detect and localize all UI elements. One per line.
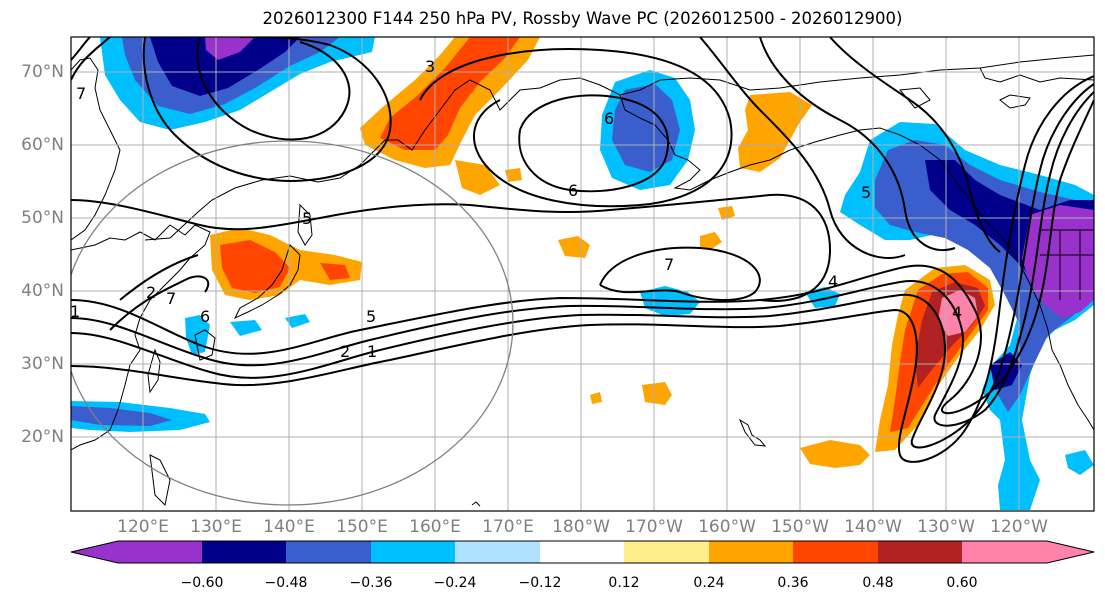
contour-label: 4 — [952, 303, 962, 322]
colorbar-segment — [202, 541, 286, 563]
lon-label: 160°E — [409, 517, 461, 537]
colorbar-segment — [624, 541, 709, 563]
colorbar-segment — [540, 541, 624, 563]
negative-anomaly-siberia — [100, 37, 375, 130]
colorbar-outline — [70, 540, 1095, 564]
lon-label: 180°W — [552, 517, 610, 537]
colorbar-segment — [878, 541, 962, 563]
colorbar-tick: 0.24 — [693, 575, 725, 591]
colorbar-segment — [709, 541, 793, 563]
lon-label: 120°E — [117, 517, 169, 537]
colorbar-tick: 0.60 — [946, 575, 978, 591]
coastlines — [71, 54, 1094, 507]
contour-label: 2 — [146, 283, 156, 302]
colorbar-segment — [455, 541, 540, 563]
lon-label: 150°E — [336, 517, 388, 537]
lon-label: 130°W — [917, 517, 975, 537]
colorbar — [70, 540, 1095, 564]
colorbar-extend-low — [71, 541, 118, 563]
lat-label: 70°N — [21, 62, 64, 82]
lon-label: 160°W — [698, 517, 756, 537]
colorbar-segment — [118, 541, 202, 563]
lat-label: 30°N — [21, 354, 64, 374]
pv-contours — [71, 37, 1094, 463]
contour-label: 7 — [166, 289, 176, 308]
contour-label: 5 — [861, 183, 871, 202]
positive-anomaly-alaska — [738, 92, 812, 172]
positive-anomaly-okhotsk — [360, 37, 540, 195]
negative-anomaly-bering — [600, 70, 695, 190]
colorbar-tick: 0.36 — [777, 575, 809, 591]
contour-label: 7 — [76, 84, 86, 103]
gridlines — [71, 37, 1094, 511]
lon-label: 170°E — [482, 517, 534, 537]
contour-label: 1 — [70, 302, 80, 321]
contour-label: 1 — [367, 342, 377, 361]
contour-label: 3 — [425, 57, 435, 76]
colorbar-segment — [962, 541, 1047, 563]
colorbar-tick: −0.12 — [518, 575, 562, 591]
colorbar-segment — [371, 541, 455, 563]
colorbar-tick: −0.24 — [433, 575, 477, 591]
positive-anomaly-japan — [210, 228, 362, 300]
lon-label: 150°W — [771, 517, 829, 537]
contour-label: 5 — [302, 209, 312, 228]
positive-anomaly-small-patches — [558, 206, 870, 468]
contour-labels: 1 1 2 2 3 4 4 5 5 5 6 6 6 7 7 7 — [70, 57, 962, 361]
contour-label: 2 — [340, 342, 350, 361]
lon-label: 170°W — [625, 517, 683, 537]
chart-title: 2026012300 F144 250 hPa PV, Rossby Wave … — [262, 9, 903, 28]
lat-label: 20°N — [21, 427, 64, 447]
negative-anomaly-west-pacific — [71, 314, 310, 432]
contour-label: 5 — [366, 307, 376, 326]
colorbar-segment — [793, 541, 878, 563]
colorbar-tick: −0.48 — [264, 575, 308, 591]
contour-label: 6 — [568, 181, 578, 200]
map-frame — [70, 36, 1095, 512]
lat-label: 60°N — [21, 135, 64, 155]
colorbar-tick: 0.12 — [608, 575, 640, 591]
colorbar-tick: −0.60 — [180, 575, 224, 591]
contour-label: 7 — [664, 255, 674, 274]
radius-circle — [71, 140, 514, 506]
lat-label: 40°N — [21, 281, 64, 301]
lon-label: 140°W — [844, 517, 902, 537]
lon-label: 140°E — [263, 517, 315, 537]
colorbar-tick: 0.48 — [862, 575, 894, 591]
colorbar-segment — [286, 541, 371, 563]
lon-label: 120°W — [990, 517, 1048, 537]
lat-label: 50°N — [21, 208, 64, 228]
contour-label: 6 — [200, 307, 210, 326]
contour-label: 6 — [604, 109, 614, 128]
lon-label: 130°E — [190, 517, 242, 537]
colorbar-tick: −0.36 — [349, 575, 393, 591]
contour-label: 4 — [828, 272, 838, 291]
colorbar-extend-high — [1047, 541, 1094, 563]
positive-anomaly-east-pacific — [875, 265, 995, 452]
